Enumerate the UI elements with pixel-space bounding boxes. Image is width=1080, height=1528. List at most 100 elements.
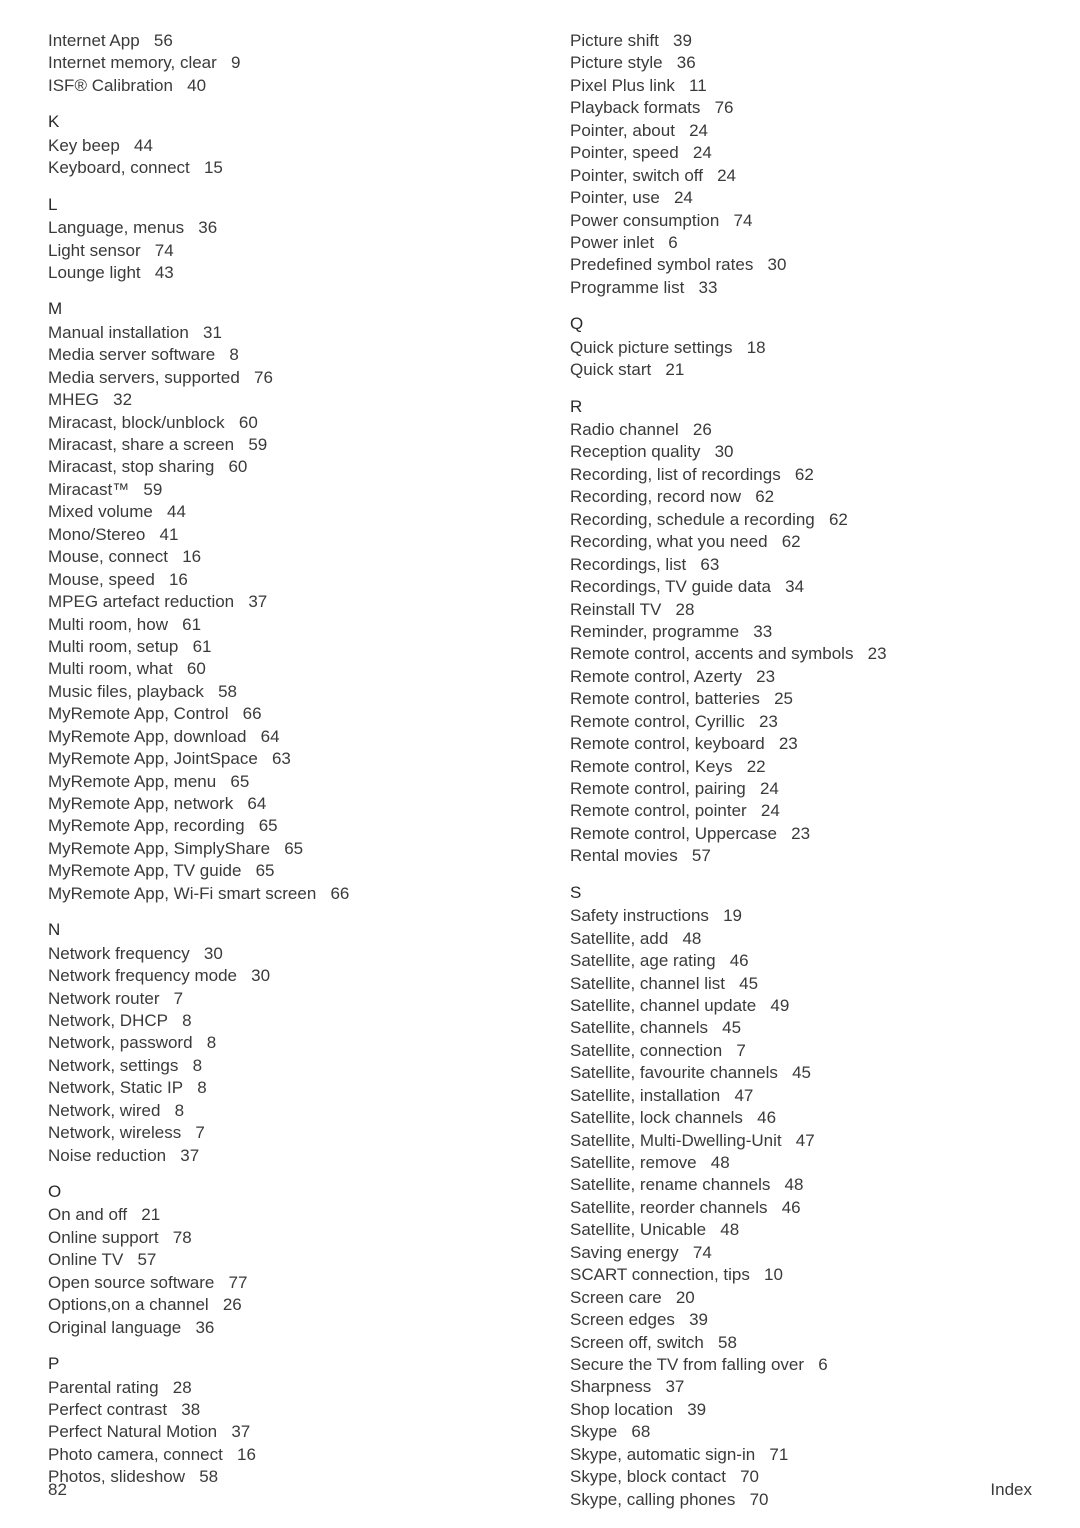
index-term: Remote control, Uppercase [570,824,777,843]
index-page-ref: 22 [747,757,766,776]
index-entry: Perfect Natural Motion 37 [48,1421,510,1443]
index-page-ref: 48 [682,929,701,948]
index-entry: Language, menus 36 [48,217,510,239]
index-page-ref: 47 [734,1086,753,1105]
index-entry: MyRemote App, Control 66 [48,703,510,725]
index-entry: Multi room, what 60 [48,658,510,680]
index-entry: Satellite, age rating 46 [570,950,1032,972]
index-entry: Network, wireless 7 [48,1122,510,1144]
index-entry: Pointer, speed 24 [570,142,1032,164]
index-term: Media servers, supported [48,368,240,387]
index-entry: Pointer, about 24 [570,120,1032,142]
index-page-ref: 39 [687,1400,706,1419]
index-term: Satellite, favourite channels [570,1063,778,1082]
index-page-ref: 24 [761,801,780,820]
index-entry: Miracast, block/unblock 60 [48,412,510,434]
index-page-ref: 24 [760,779,779,798]
index-page-ref: 65 [284,839,303,858]
index-term: Language, menus [48,218,184,237]
index-page-ref: 45 [722,1018,741,1037]
index-page-ref: 41 [160,525,179,544]
index-entry: MyRemote App, JointSpace 63 [48,748,510,770]
index-page-ref: 48 [785,1175,804,1194]
index-term: Photo camera, connect [48,1445,223,1464]
index-page-ref: 28 [173,1378,192,1397]
index-page-ref: 45 [792,1063,811,1082]
index-page-ref: 62 [755,487,774,506]
index-term: Network frequency [48,944,190,963]
index-entry: Mono/Stereo 41 [48,524,510,546]
index-term: Satellite, Unicable [570,1220,706,1239]
section-heading: O [48,1181,510,1203]
index-entry: Remote control, batteries 25 [570,688,1032,710]
index-page-ref: 74 [733,211,752,230]
index-term: Mouse, connect [48,547,168,566]
index-page-ref: 30 [715,442,734,461]
index-term: Network, settings [48,1056,178,1075]
index-term: MyRemote App, recording [48,816,245,835]
index-page-ref: 6 [818,1355,827,1374]
index-entry: MyRemote App, TV guide 65 [48,860,510,882]
index-entry: MyRemote App, recording 65 [48,815,510,837]
section-heading: P [48,1353,510,1375]
index-entry: Network frequency 30 [48,943,510,965]
index-term: Satellite, channel list [570,974,725,993]
index-entry: Multi room, how 61 [48,614,510,636]
index-page-ref: 7 [736,1041,745,1060]
index-page-ref: 6 [668,233,677,252]
index-entry: Mouse, speed 16 [48,569,510,591]
index-entry: Remote control, Cyrillic 23 [570,711,1032,733]
index-entry: Miracast™ 59 [48,479,510,501]
index-page-ref: 68 [631,1422,650,1441]
index-page-ref: 25 [774,689,793,708]
index-entry: Media servers, supported 76 [48,367,510,389]
index-entry: Perfect contrast 38 [48,1399,510,1421]
index-term: Open source software [48,1273,214,1292]
index-term: Remote control, Keys [570,757,733,776]
index-term: Network router [48,989,159,1008]
index-term: Remote control, accents and symbols [570,644,853,663]
index-page-ref: 23 [756,667,775,686]
index-entry: Shop location 39 [570,1399,1032,1421]
index-term: Skype, automatic sign-in [570,1445,755,1464]
index-entry: Power inlet 6 [570,232,1032,254]
index-entry: Light sensor 74 [48,240,510,262]
index-entry: Remote control, keyboard 23 [570,733,1032,755]
index-term: Predefined symbol rates [570,255,753,274]
index-page-ref: 8 [197,1078,206,1097]
index-term: MyRemote App, menu [48,772,216,791]
index-term: Safety instructions [570,906,709,925]
index-entry: Multi room, setup 61 [48,636,510,658]
index-page-ref: 38 [181,1400,200,1419]
index-page-ref: 24 [689,121,708,140]
index-term: Power consumption [570,211,719,230]
index-term: Recording, what you need [570,532,768,551]
index-page-ref: 24 [717,166,736,185]
index-entry: Skype 68 [570,1421,1032,1443]
index-term: Satellite, rename channels [570,1175,770,1194]
index-term: MHEG [48,390,99,409]
index-entry: Satellite, channel list 45 [570,973,1032,995]
index-entry: Network, wired 8 [48,1100,510,1122]
index-entry: Picture style 36 [570,52,1032,74]
index-entry: Remote control, Azerty 23 [570,666,1032,688]
index-page-ref: 23 [791,824,810,843]
index-term: SCART connection, tips [570,1265,750,1284]
index-term: Music files, playback [48,682,204,701]
index-page-ref: 57 [137,1250,156,1269]
index-term: MyRemote App, Control [48,704,228,723]
index-page-ref: 44 [134,136,153,155]
index-entry: Network, settings 8 [48,1055,510,1077]
index-page-ref: 78 [173,1228,192,1247]
index-page-ref: 8 [207,1033,216,1052]
index-page-ref: 47 [796,1131,815,1150]
index-page-ref: 61 [182,615,201,634]
index-entry: Remote control, Uppercase 23 [570,823,1032,845]
index-entry: Music files, playback 58 [48,681,510,703]
page-footer: 82 Index [48,1480,1032,1500]
index-entry: Pixel Plus link 11 [570,75,1032,97]
index-term: Screen care [570,1288,662,1307]
index-page-ref: 76 [254,368,273,387]
index-entry: Internet App 56 [48,30,510,52]
index-page-ref: 11 [689,76,707,95]
